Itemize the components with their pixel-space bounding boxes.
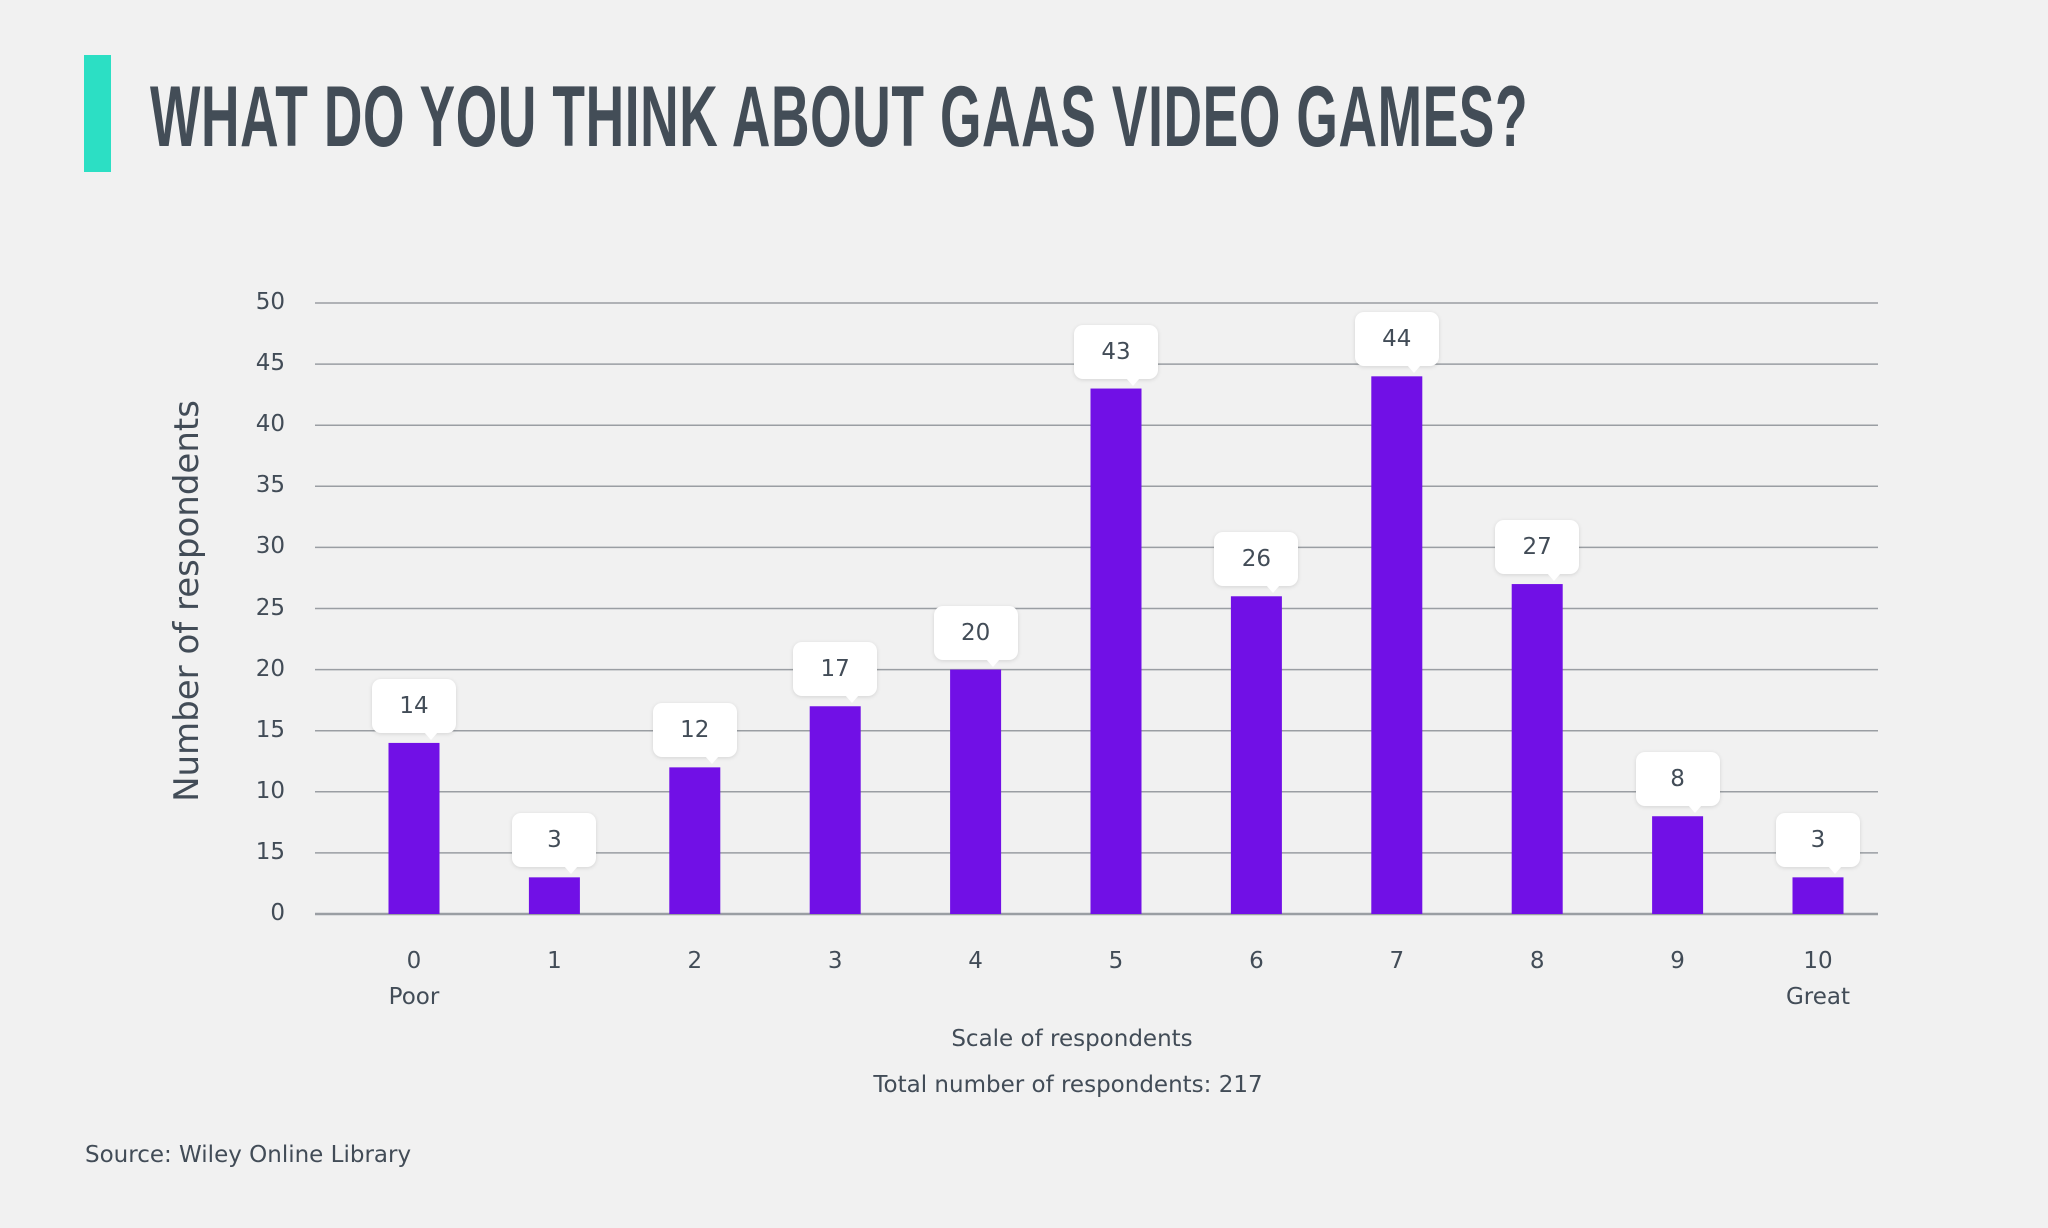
data-label: 26: [1214, 532, 1299, 594]
y-tick-label: 35: [255, 472, 285, 499]
y-tick-label: 50: [255, 289, 285, 315]
x-tick-label: 8: [1529, 948, 1545, 974]
data-label: 17: [793, 642, 878, 704]
bar-9: [1652, 816, 1704, 914]
y-axis-label: Number of respondents: [167, 400, 207, 802]
data-label: 27: [1495, 520, 1580, 582]
x-tick-label: 7: [1389, 948, 1405, 974]
x-tick-label: 5: [1108, 948, 1124, 974]
bar-1: [528, 877, 580, 914]
bar-3: [809, 706, 861, 914]
x-tick-label: 3: [827, 948, 843, 974]
x-tick-label: 1: [547, 948, 562, 974]
x-tick-sublabel: Great: [1785, 984, 1851, 1010]
x-tick-label: 2: [687, 948, 703, 974]
bar-8: [1511, 584, 1563, 914]
data-label: 3: [512, 813, 597, 875]
y-tick-label: 15: [255, 716, 285, 743]
bar-2: [669, 767, 721, 914]
y-tick-label: 10: [255, 777, 285, 804]
data-label: 43: [1074, 324, 1158, 386]
data-label: 44: [1354, 312, 1439, 374]
x-tick-label: 4: [968, 948, 983, 974]
title-accent-bar: [84, 55, 111, 172]
bar-7: [1371, 376, 1423, 914]
bar-4: [950, 669, 1002, 914]
x-axis-label: Scale of respondents: [951, 1026, 1193, 1052]
data-label: 14: [372, 678, 456, 740]
bar-0: [388, 742, 440, 914]
x-tick-sublabel: Poor: [388, 984, 440, 1010]
y-tick-label: 15: [255, 838, 285, 865]
data-label: 20: [933, 605, 1018, 667]
y-tick-label: 40: [255, 411, 285, 438]
x-tick-label: 6: [1249, 948, 1264, 974]
y-tick-label: 30: [255, 533, 285, 560]
bar-10: [1792, 877, 1844, 914]
data-label: 3: [1776, 813, 1860, 875]
x-tick-label: 10: [1803, 948, 1833, 974]
x-tick-label: 9: [1670, 948, 1685, 974]
y-tick-label: 20: [255, 655, 285, 682]
y-tick-label: 25: [255, 594, 285, 621]
x-tick-label: 0: [406, 948, 422, 974]
y-tick-label: 45: [255, 350, 285, 377]
data-label: 12: [652, 703, 737, 765]
source-note: Source: Wiley Online Library: [85, 1142, 412, 1168]
y-tick-label: 0: [270, 900, 285, 926]
bar-6: [1230, 596, 1282, 914]
total-respondents-note: Total number of respondents: 217: [873, 1072, 1263, 1098]
chart-title: WHAT DO YOU THINK ABOUT GAAS VIDEO GAMES…: [150, 69, 1529, 165]
bar-5: [1090, 388, 1142, 914]
data-label: 8: [1635, 752, 1720, 814]
